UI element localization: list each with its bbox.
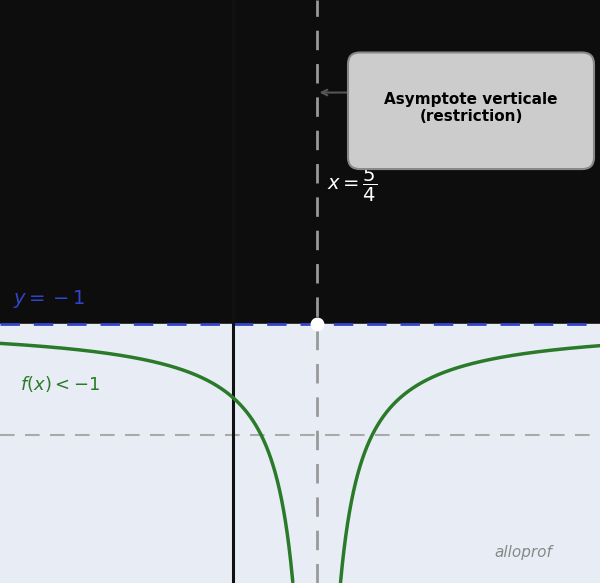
Text: alloprof: alloprof bbox=[494, 545, 552, 560]
Text: $f(x)<-1$: $f(x)<-1$ bbox=[20, 374, 100, 394]
Text: Asymptote verticale
(restriction): Asymptote verticale (restriction) bbox=[384, 92, 558, 124]
Text: $x=\dfrac{5}{4}$: $x=\dfrac{5}{4}$ bbox=[326, 166, 377, 204]
Text: $y=-1$: $y=-1$ bbox=[13, 288, 86, 310]
Bar bbox=[0, 324, 600, 583]
